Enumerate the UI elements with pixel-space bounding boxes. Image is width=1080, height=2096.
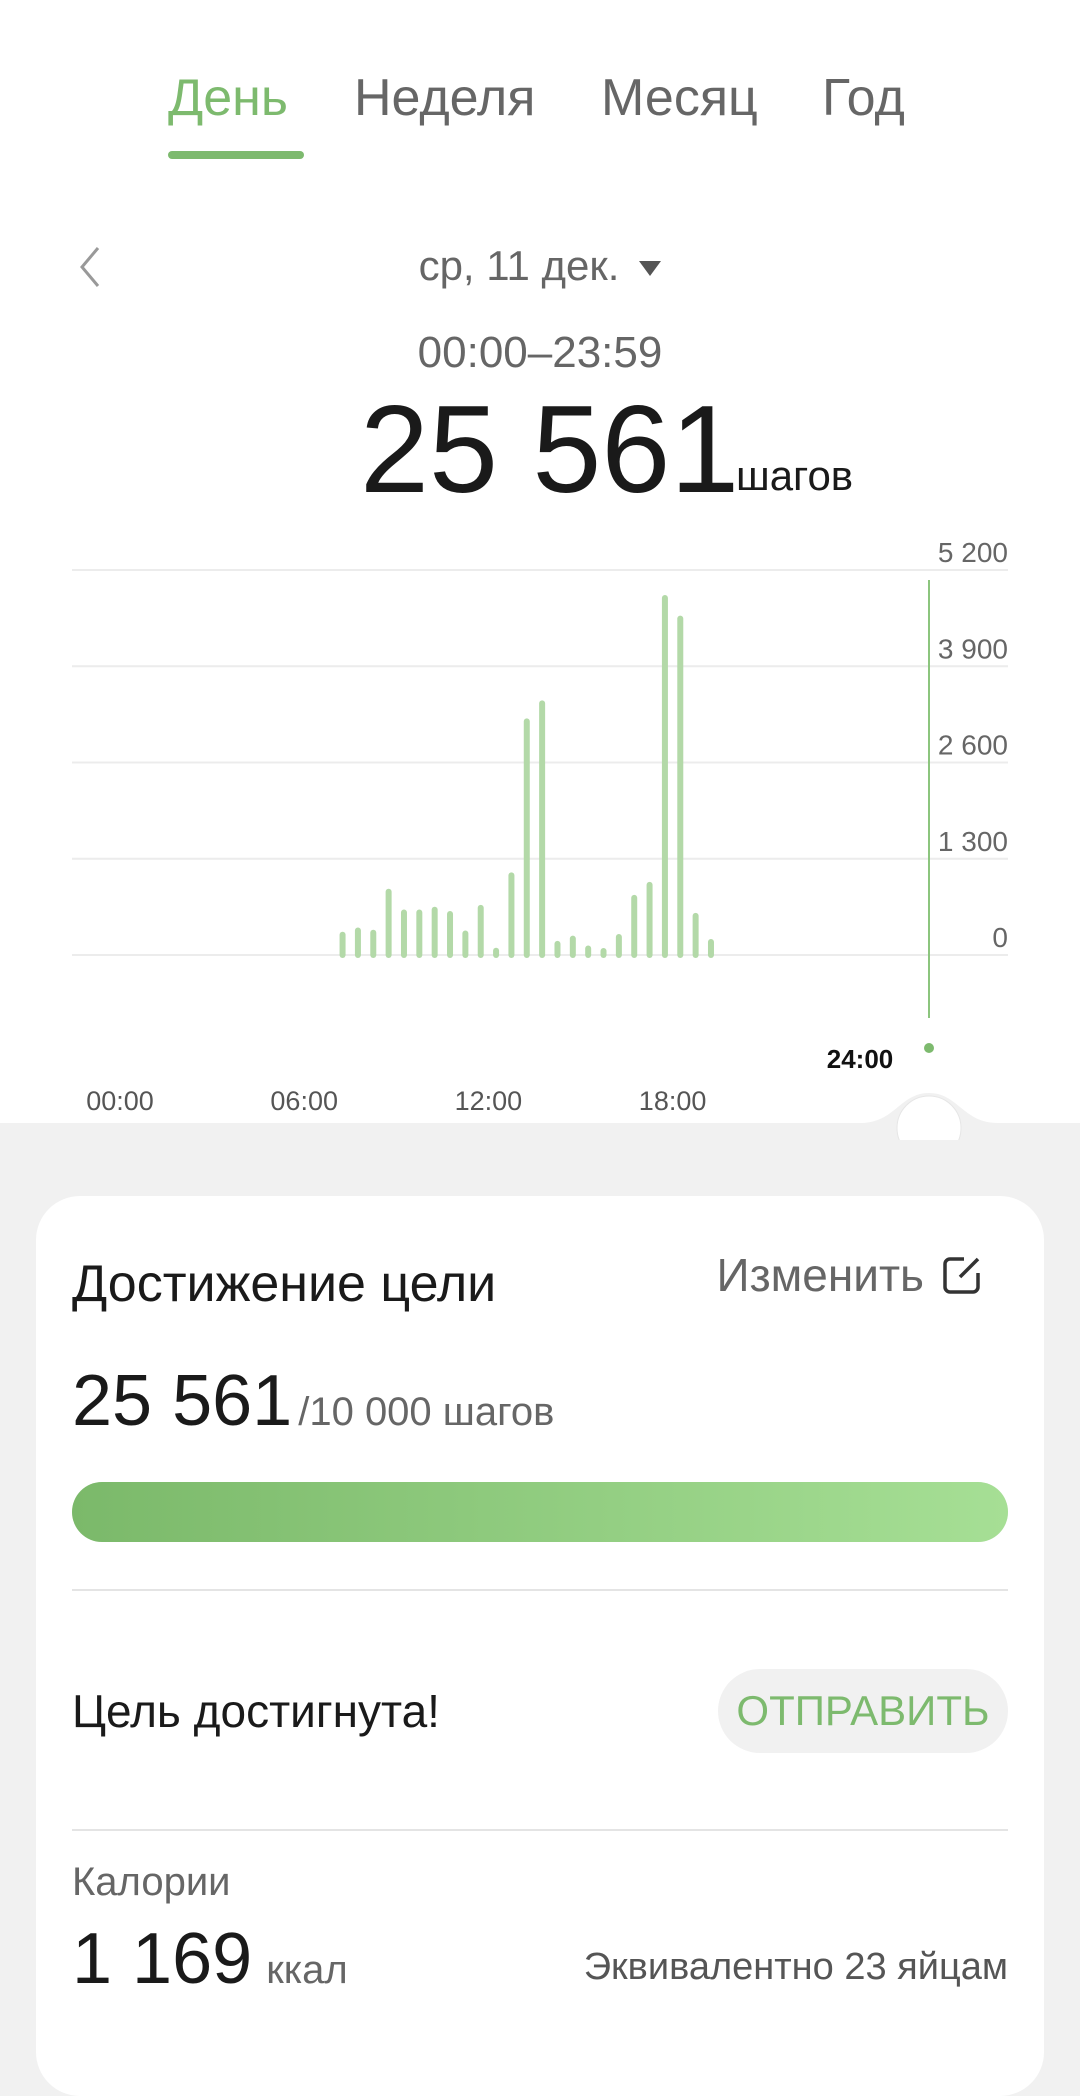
share-button[interactable]: ОТПРАВИТЬ bbox=[718, 1669, 1008, 1753]
calories-label: Калории bbox=[72, 1860, 231, 1904]
x-tick-label: 06:00 bbox=[270, 1086, 338, 1116]
notch-background bbox=[0, 1093, 1080, 1140]
scrubber-handle[interactable] bbox=[896, 1095, 962, 1140]
y-tick-label: 5 200 bbox=[938, 537, 1008, 568]
chevron-left-icon[interactable] bbox=[74, 240, 114, 294]
active-tab-indicator bbox=[168, 151, 304, 159]
edit-icon bbox=[943, 1257, 980, 1294]
tab-month[interactable]: Месяц bbox=[601, 69, 758, 127]
time-cursor-label: 24:00 bbox=[827, 1044, 894, 1074]
steps-bar-chart[interactable]: 5 200 3 900 2 600 1 300 0 00:00 06:00 12:00 18:0… bbox=[0, 520, 1080, 1140]
goal-progress-text: 25 561 /10 000 шагов bbox=[72, 1360, 554, 1442]
y-tick-label: 1 300 bbox=[938, 826, 1008, 857]
edit-label: Изменить bbox=[716, 1249, 925, 1301]
goal-status: Цель достигнута! bbox=[72, 1685, 440, 1737]
calories-unit: ккал bbox=[266, 1948, 348, 1992]
tab-day[interactable]: День bbox=[168, 69, 288, 127]
y-tick-label: 3 900 bbox=[938, 633, 1008, 664]
edit-goal-button[interactable]: Изменить bbox=[717, 1248, 985, 1302]
divider bbox=[72, 1589, 1008, 1591]
date-selector[interactable]: ср, 11 дек. bbox=[0, 242, 1080, 290]
calories-equivalent: Эквивалентно 23 яйцам bbox=[583, 1946, 1008, 1988]
total-steps: 25 561 bbox=[360, 381, 740, 519]
goal-progress-bar bbox=[72, 1482, 1008, 1542]
total-steps-unit: шагов bbox=[736, 452, 854, 499]
x-tick-label: 00:00 bbox=[86, 1086, 154, 1116]
goal-value: 25 561 bbox=[72, 1361, 293, 1441]
x-tick-label: 12:00 bbox=[455, 1086, 523, 1116]
calories-value: 1 169 bbox=[72, 1919, 253, 1999]
tab-year[interactable]: Год bbox=[822, 69, 905, 127]
goal-progress-fill bbox=[72, 1482, 1008, 1542]
x-tick-label: 18:00 bbox=[639, 1086, 707, 1116]
dropdown-triangle-icon bbox=[639, 261, 662, 277]
tab-week[interactable]: Неделя bbox=[354, 69, 536, 127]
time-cursor-dot bbox=[924, 1043, 934, 1053]
goal-target: /10 000 шагов bbox=[298, 1390, 555, 1434]
goal-title: Достижение цели bbox=[72, 1255, 497, 1313]
y-tick-label: 0 bbox=[992, 922, 1008, 953]
calories-value-row: 1 169 ккал bbox=[72, 1918, 348, 2000]
divider bbox=[72, 1829, 1008, 1831]
goal-card: Достижение цели Изменить 25 561 /10 000 … bbox=[36, 1196, 1044, 2096]
time-range: 00:00–23:59 bbox=[417, 328, 663, 377]
y-tick-label: 2 600 bbox=[938, 730, 1008, 761]
date-label: ср, 11 дек. bbox=[418, 242, 620, 289]
